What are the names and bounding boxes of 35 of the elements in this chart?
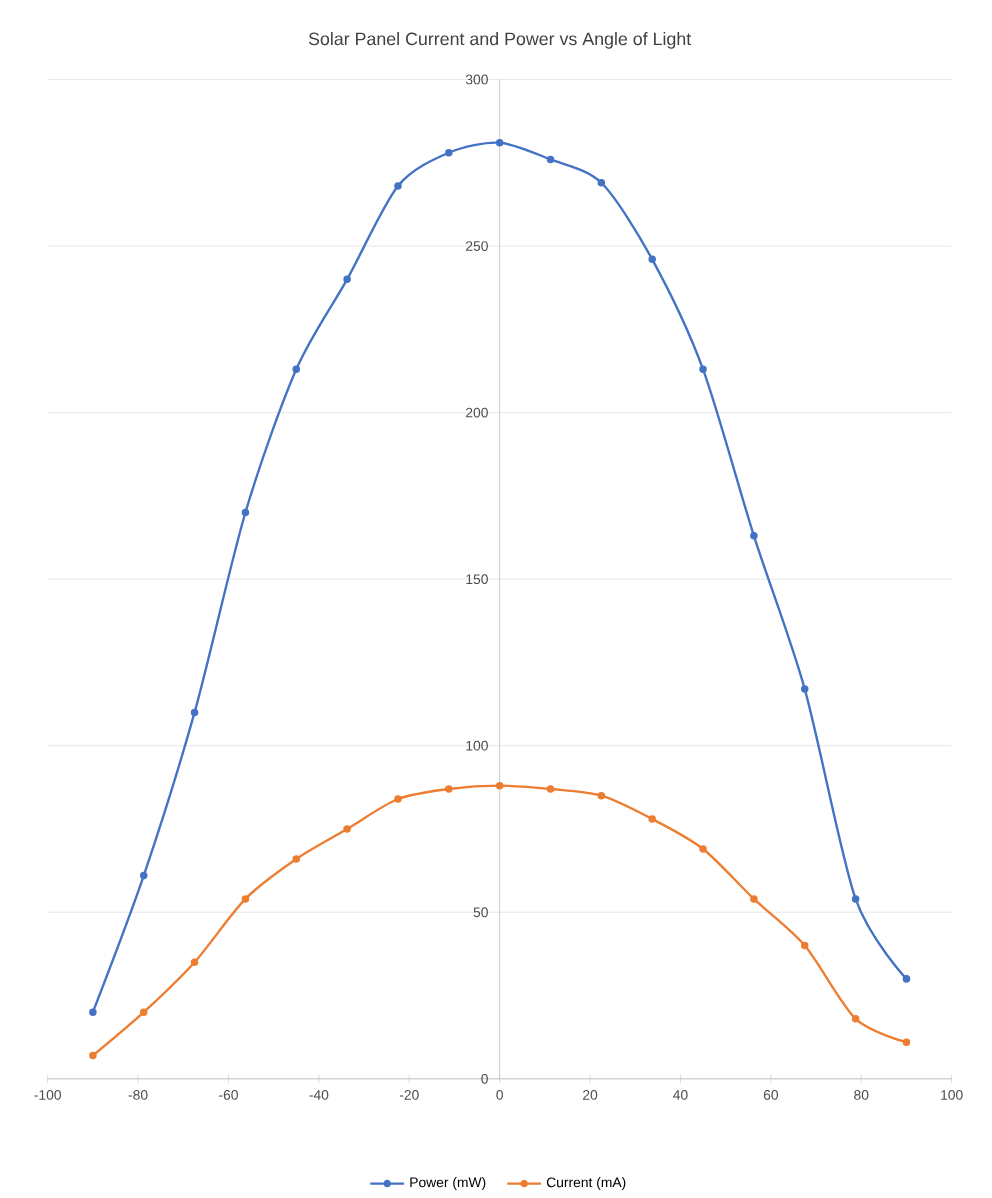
point [547,785,555,793]
point [394,795,403,803]
point [89,1008,97,1016]
point [191,708,199,717]
point [343,825,352,833]
point [699,365,708,374]
point [445,149,453,157]
point [241,508,250,517]
point [648,255,657,264]
point [903,1038,911,1046]
point [241,895,250,903]
point [597,791,606,800]
point [394,182,403,190]
point [750,532,758,540]
point [801,685,809,693]
point [292,365,301,374]
point [750,895,758,903]
point [292,855,301,863]
point [140,1008,148,1016]
point [648,815,657,823]
point [496,781,504,790]
point [852,1015,860,1023]
point [903,975,911,983]
point [699,845,708,853]
point [852,895,860,903]
point [597,178,606,187]
chart-title: Solar Panel Current and Power vs Angle of Light [309,32,692,49]
point [801,941,809,950]
point [191,958,199,966]
point [445,785,453,793]
point [343,275,352,284]
point [89,1051,97,1060]
point [140,871,148,880]
point [547,155,555,164]
point [496,139,504,147]
